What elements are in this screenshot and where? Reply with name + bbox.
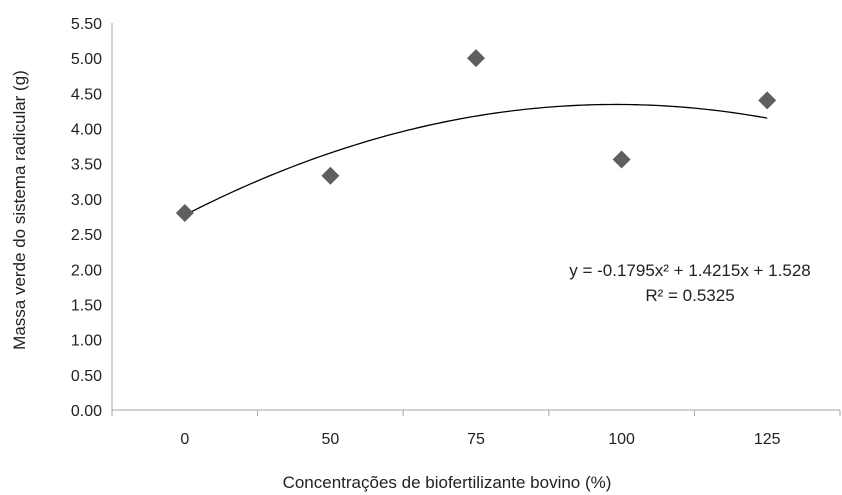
r-squared-label: R² = 0.5325 (645, 286, 734, 305)
y-axis-title: Massa verde do sistema radicular (g) (10, 70, 29, 350)
y-tick-label: 4.00 (71, 122, 102, 139)
y-tick-labels: 0.00 0.50 1.00 1.50 2.00 2.50 3.00 3.50 4.00 4.50… (71, 16, 102, 420)
x-tick-label: 125 (754, 431, 781, 448)
trendline-equation: y = -0.1795x² + 1.4215x + 1.528 (569, 261, 810, 280)
data-point-diamond (758, 91, 777, 110)
y-tick-label: 2.50 (71, 227, 102, 244)
y-tick-label: 0.00 (71, 403, 102, 420)
y-tick-label: 5.00 (71, 51, 102, 68)
y-tick-label: 1.50 (71, 297, 102, 314)
y-tick-label: 2.00 (71, 262, 102, 279)
data-point-diamond (612, 150, 631, 169)
y-tick-label: 0.50 (71, 368, 102, 385)
y-tick-label: 3.00 (71, 192, 102, 209)
x-tick-label: 75 (467, 431, 485, 448)
trendline (184, 103, 768, 216)
x-tick-label: 100 (608, 431, 635, 448)
y-tick-label: 5.50 (71, 16, 102, 33)
data-point-diamond (175, 203, 194, 222)
x-tick-label: 0 (180, 431, 189, 448)
y-tick-label: 1.00 (71, 333, 102, 350)
data-point-diamond (467, 49, 485, 68)
data-point-diamond (321, 166, 340, 185)
y-tick-label: 3.50 (71, 157, 102, 174)
x-tick-labels: 0 50 75 100 125 (180, 431, 780, 448)
x-tick-label: 50 (322, 431, 340, 448)
x-tick-marks (111, 410, 841, 416)
y-tick-label: 4.50 (71, 86, 102, 103)
x-axis-title: Concentrações de biofertilizante bovino … (283, 473, 612, 492)
data-points (175, 49, 777, 222)
